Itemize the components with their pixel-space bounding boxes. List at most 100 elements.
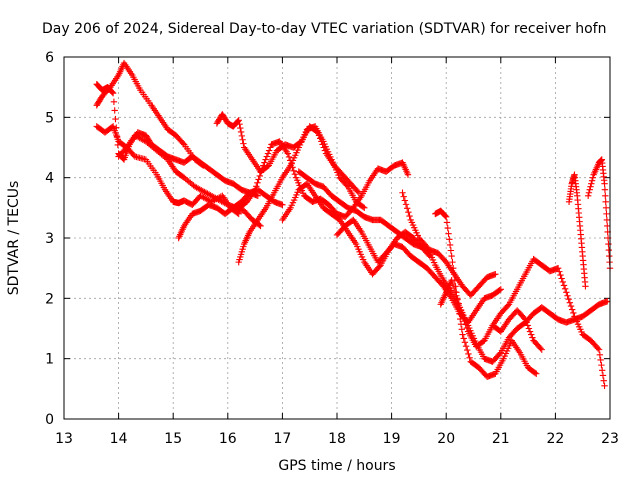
data-point xyxy=(457,315,464,323)
data-point xyxy=(262,156,269,163)
x-tick-labels: 13 14 15 16 17 18 19 20 21 22 23 xyxy=(55,431,619,447)
data-point xyxy=(376,263,383,270)
y-tick-label: 0 xyxy=(45,412,54,428)
data-point xyxy=(240,140,247,147)
data-point xyxy=(354,188,361,195)
data-point xyxy=(264,150,272,157)
data-point xyxy=(496,350,503,358)
data-point xyxy=(236,121,243,128)
data-point xyxy=(594,345,602,352)
data-point xyxy=(564,292,571,299)
data-point xyxy=(460,314,467,321)
y-tick-label: 5 xyxy=(45,110,54,126)
data-point xyxy=(237,128,245,136)
x-tick-label: 18 xyxy=(328,431,346,447)
data-point xyxy=(289,164,296,171)
data-point xyxy=(464,346,471,354)
data-point xyxy=(466,354,473,362)
data-point xyxy=(603,216,611,224)
series-arc-10 xyxy=(295,168,499,299)
data-point xyxy=(451,288,459,296)
data-point xyxy=(234,118,242,125)
data-point xyxy=(448,277,455,284)
data-point xyxy=(120,155,127,162)
data-point xyxy=(461,317,468,325)
data-point xyxy=(561,285,569,293)
data-point xyxy=(560,282,568,289)
data-point xyxy=(462,342,470,350)
x-axis-label: GPS time / hours xyxy=(278,458,395,474)
y-tick-label: 2 xyxy=(45,291,54,307)
x-tick-label: 16 xyxy=(219,431,237,447)
data-point xyxy=(446,241,454,249)
data-point xyxy=(601,186,609,193)
data-point xyxy=(291,171,299,178)
data-point xyxy=(601,180,608,187)
data-point xyxy=(450,271,458,278)
data-point xyxy=(261,159,268,166)
data-point xyxy=(290,167,297,174)
data-point xyxy=(531,369,539,377)
data-point xyxy=(497,286,504,293)
data-point xyxy=(422,242,430,249)
data-point xyxy=(239,136,246,143)
data-point xyxy=(449,280,457,288)
data-point xyxy=(401,197,409,204)
data-point xyxy=(254,192,262,199)
data-point xyxy=(538,346,545,353)
data-point xyxy=(442,212,449,220)
data-point xyxy=(109,89,116,96)
data-point xyxy=(600,377,607,384)
data-point xyxy=(524,322,531,329)
data-point xyxy=(605,246,613,254)
data-point xyxy=(602,192,609,199)
data-point xyxy=(604,298,611,305)
data-point xyxy=(238,132,246,140)
plot-frame xyxy=(63,56,611,420)
data-point xyxy=(223,200,230,208)
data-point xyxy=(254,179,261,187)
x-tick-label: 13 xyxy=(55,431,73,447)
data-point xyxy=(586,186,593,193)
data-point xyxy=(113,124,120,131)
x-tick-label: 15 xyxy=(164,431,182,447)
data-point xyxy=(448,252,455,260)
data-point xyxy=(457,307,465,315)
data-point xyxy=(255,176,262,183)
x-tick-label: 20 xyxy=(437,431,455,447)
data-point xyxy=(557,271,564,279)
data-point xyxy=(525,325,533,332)
data-point xyxy=(288,160,295,168)
data-point xyxy=(450,264,457,272)
data-point xyxy=(443,219,451,226)
series-arc-7 xyxy=(235,123,368,266)
data-point xyxy=(450,284,458,292)
data-point xyxy=(458,326,465,333)
data-point xyxy=(109,90,117,97)
data-point xyxy=(597,356,604,364)
chart-title: Day 206 of 2024, Sidereal Day-to-day VTE… xyxy=(42,21,606,37)
data-point xyxy=(465,350,472,358)
data-point xyxy=(453,292,460,299)
x-tick-label: 17 xyxy=(273,431,291,447)
data-point xyxy=(263,153,270,160)
y-tick-label: 3 xyxy=(45,231,54,247)
data-point xyxy=(265,147,273,154)
data-point xyxy=(595,346,603,353)
data-point xyxy=(522,316,529,323)
data-point xyxy=(606,252,613,260)
data-point xyxy=(492,271,499,278)
data-point xyxy=(566,299,574,306)
data-point xyxy=(237,124,244,132)
data-point xyxy=(528,331,535,338)
data-point xyxy=(463,324,471,332)
data-point xyxy=(565,295,572,303)
data-point xyxy=(454,296,461,303)
data-point xyxy=(556,268,563,275)
data-point xyxy=(235,117,242,124)
y-tick-label: 4 xyxy=(45,171,54,187)
series-arc-11 xyxy=(333,216,504,326)
data-point xyxy=(602,204,610,212)
data-point xyxy=(256,172,263,180)
